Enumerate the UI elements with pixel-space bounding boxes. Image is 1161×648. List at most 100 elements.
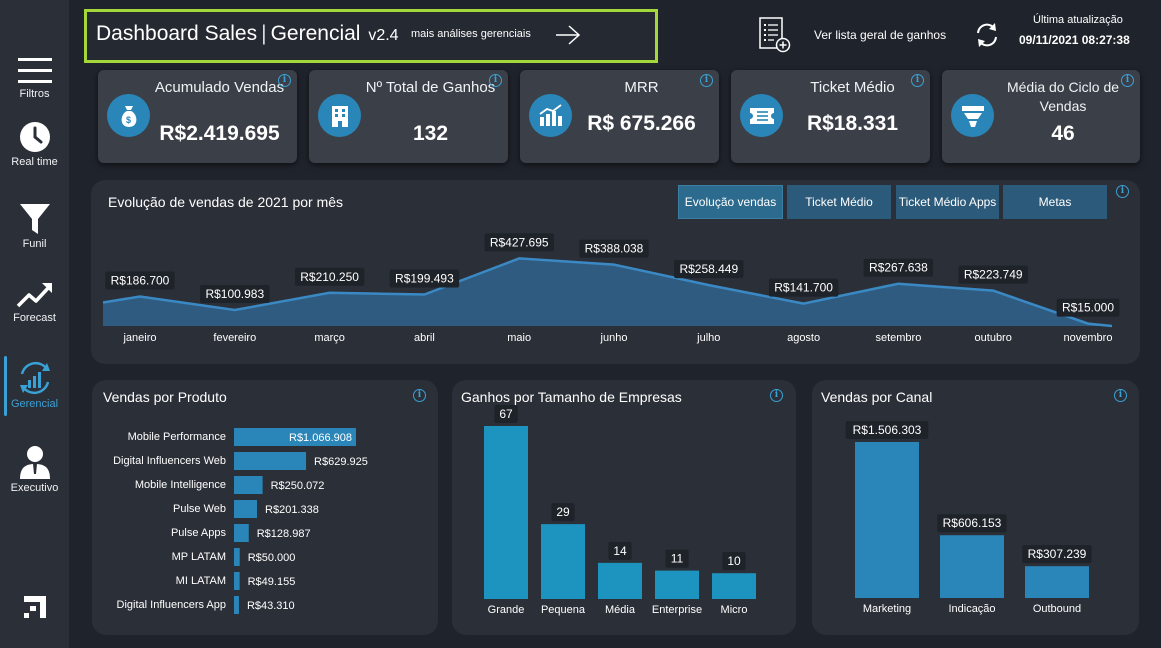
data-label-group: R$606.153 — [937, 514, 1007, 533]
x-tick-label: março — [314, 332, 345, 344]
x-tick-label: setembro — [875, 332, 921, 344]
bar — [234, 572, 240, 590]
x-tick-label: janeiro — [122, 332, 156, 344]
info-icon[interactable]: i — [278, 74, 291, 87]
more-analyses-link[interactable]: mais análises gerenciais — [411, 28, 531, 40]
bar — [234, 428, 356, 446]
data-label: R$250.072 — [271, 480, 325, 492]
info-icon[interactable]: i — [700, 74, 713, 87]
panel-title: Vendas por Produto — [103, 389, 227, 405]
info-icon[interactable]: i — [1116, 185, 1129, 198]
data-label-group: 10 — [722, 552, 746, 571]
data-label: R$210.250 — [300, 270, 359, 284]
bar — [234, 596, 239, 614]
gains-list-link[interactable]: Ver lista geral de ganhos — [814, 28, 947, 42]
sidebar-item-label: Funil — [22, 238, 47, 250]
sales-by-channel-panel: Vendas por Canal i R$1.506.303 Marketing R… — [812, 380, 1139, 635]
sidebar-item-executivo[interactable]: Executivo — [0, 444, 69, 494]
bar — [598, 562, 642, 599]
data-label-group: R$427.695 — [484, 233, 554, 252]
info-icon[interactable]: i — [770, 389, 783, 402]
data-label: R$199.493 — [395, 271, 454, 285]
subtitle-text: Gerencial — [270, 22, 361, 45]
growth-icon — [529, 94, 572, 137]
data-label: R$50.000 — [248, 552, 296, 564]
category-label: Digital Influencers Web — [113, 455, 226, 467]
kpi-label: Nº Total de Ganhos — [365, 79, 496, 96]
data-label: 29 — [556, 505, 570, 519]
data-label: R$43.310 — [247, 600, 295, 612]
info-icon[interactable]: i — [489, 74, 502, 87]
x-tick-label: maio — [507, 332, 531, 344]
data-label: R$388.038 — [585, 242, 644, 256]
x-tick-label: abril — [414, 332, 435, 344]
tab-ticket-medio-apps[interactable]: Ticket Médio Apps — [896, 185, 999, 219]
data-label: R$1.066.908 — [289, 432, 352, 444]
data-label-group: R$267.638 — [863, 258, 934, 277]
data-label-group: 14 — [608, 541, 632, 560]
sidebar-item-label: Forecast — [13, 312, 56, 324]
x-tick-label: outubro — [975, 332, 1012, 344]
data-label-bg — [484, 233, 554, 252]
data-label: R$15.000 — [1062, 301, 1114, 315]
page-title: Dashboard Sales | Gerencial v2.4 — [96, 22, 399, 45]
x-tick-label: novembro — [1064, 332, 1113, 344]
refresh-icon[interactable] — [974, 22, 1000, 48]
sidebar-item-forecast[interactable]: Forecast — [0, 280, 69, 324]
app-logo-icon — [23, 596, 46, 618]
data-label-bg — [1022, 545, 1092, 564]
info-icon[interactable]: i — [1121, 74, 1134, 87]
data-label-bg — [674, 260, 744, 279]
bar — [655, 570, 699, 599]
app-logo[interactable] — [0, 592, 69, 620]
category-label: Pulse Apps — [171, 527, 227, 539]
category-label: Mobile Intelligence — [135, 479, 226, 491]
sidebar-item-real-time[interactable]: Real time — [0, 120, 69, 168]
data-label-bg — [389, 269, 460, 288]
category-label: Mobile Performance — [128, 431, 226, 443]
data-label-bg — [1056, 298, 1120, 317]
category-label: Outbound — [1033, 603, 1081, 615]
category-label: Micro — [721, 604, 748, 616]
company-size-bar-chart: 67 Grande 29 Pequena 14 Média 11 Enterprise 10 Mi… — [484, 405, 756, 616]
data-label: R$258.449 — [679, 262, 738, 276]
info-icon[interactable]: i — [911, 74, 924, 87]
tab-ticket-medio[interactable]: Ticket Médio — [787, 185, 891, 219]
data-label-bg — [722, 552, 746, 571]
trend-icon — [16, 283, 52, 308]
category-label: Média — [605, 604, 636, 616]
bar — [234, 476, 263, 494]
kpi-label: Média do Ciclo de Vendas — [1006, 79, 1120, 114]
sidebar-item-gerencial[interactable]: Gerencial — [0, 360, 69, 410]
data-label: R$1.506.303 — [853, 423, 922, 437]
panel-title: Ganhos por Tamanho de Empresas — [461, 389, 682, 405]
kpi-value: 132 — [412, 122, 449, 145]
data-label-bg — [105, 271, 175, 290]
info-icon[interactable]: i — [1114, 389, 1127, 402]
data-label-group: 29 — [551, 503, 575, 522]
data-label-bg — [958, 265, 1028, 284]
category-label: MP LATAM — [172, 551, 226, 563]
series-line — [102, 257, 1113, 328]
svg-text:$: $ — [126, 115, 131, 125]
category-label: Digital Influencers App — [117, 599, 226, 611]
data-label-group: R$210.250 — [294, 267, 365, 286]
data-label-bg — [294, 267, 365, 286]
kpi-card-mrr: MRR R$ 675.266 i — [520, 70, 719, 163]
kpi-card-total-gains: Nº Total de Ganhos 132 i — [309, 70, 508, 163]
clock-icon — [19, 122, 50, 152]
data-label-group: R$141.700 — [768, 278, 839, 297]
data-label: R$201.338 — [265, 504, 319, 516]
list-document-icon[interactable] — [758, 17, 792, 53]
info-icon[interactable]: i — [413, 389, 426, 402]
kpi-card-ticket-medio: Ticket Médio R$18.331 i — [731, 70, 930, 163]
sidebar-item-filtros[interactable]: Filtros — [0, 56, 69, 100]
tab-metas[interactable]: Metas — [1003, 185, 1107, 219]
data-label-group: R$223.749 — [958, 265, 1028, 284]
sidebar-item-funil[interactable]: Funil — [0, 202, 69, 250]
kpi-label: MRR — [624, 79, 659, 96]
arrow-right-icon[interactable] — [554, 23, 582, 47]
tab-evolucao-vendas[interactable]: Evolução vendas — [678, 185, 783, 219]
category-label: MI LATAM — [176, 575, 226, 587]
data-label: R$307.239 — [1028, 547, 1087, 561]
